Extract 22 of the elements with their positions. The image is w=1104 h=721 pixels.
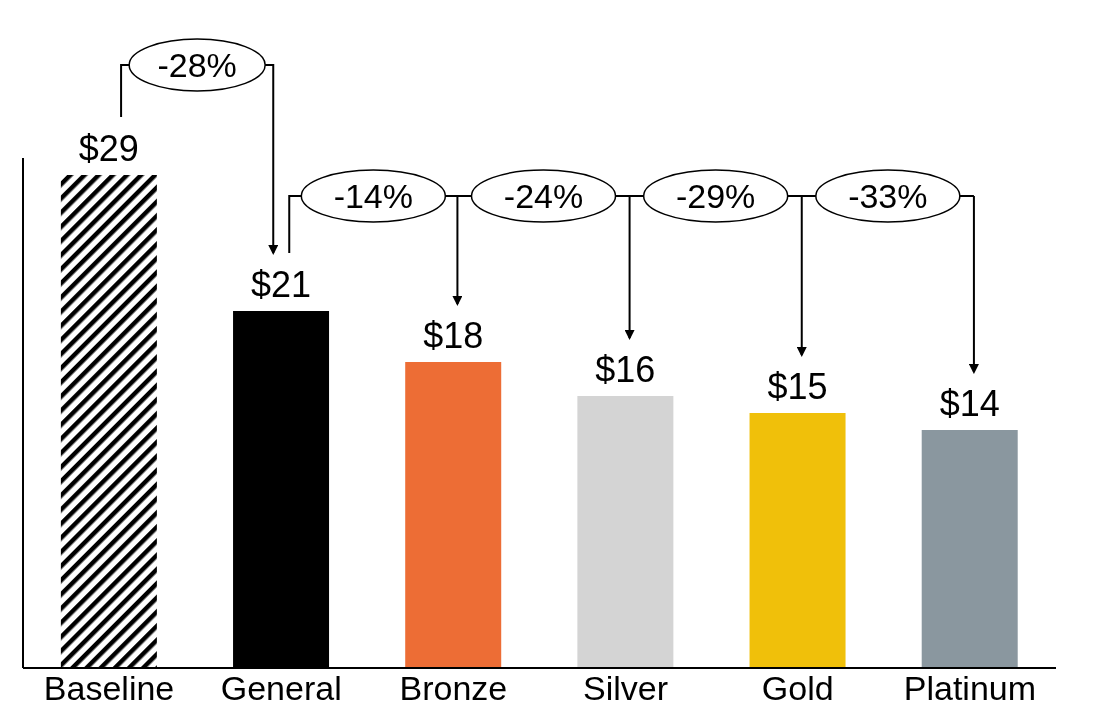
x-tick-label: Silver [583,669,669,708]
annotation: -33% [848,177,928,215]
data-label: $18 [423,315,484,356]
x-tick-label: Platinum [903,669,1037,708]
bar [60,175,157,668]
bar [405,362,502,668]
x-tick-label: General [220,669,342,708]
text: -28% [157,46,237,84]
annotation: -14% [333,177,414,215]
data-label: $15 [767,366,828,407]
bar [577,396,674,668]
data-label: $16 [595,349,656,390]
bar [749,413,846,668]
data-label: $21 [251,264,312,305]
annotation: -29% [675,177,756,215]
data-label: $29 [78,128,139,169]
x-tick-label: Gold [761,669,834,708]
data-label: $14 [939,383,1000,424]
bar [921,430,1018,668]
x-tick-label: Bronze [399,669,508,708]
annotation: -24% [503,177,584,215]
x-tick-label: Baseline [43,669,175,708]
